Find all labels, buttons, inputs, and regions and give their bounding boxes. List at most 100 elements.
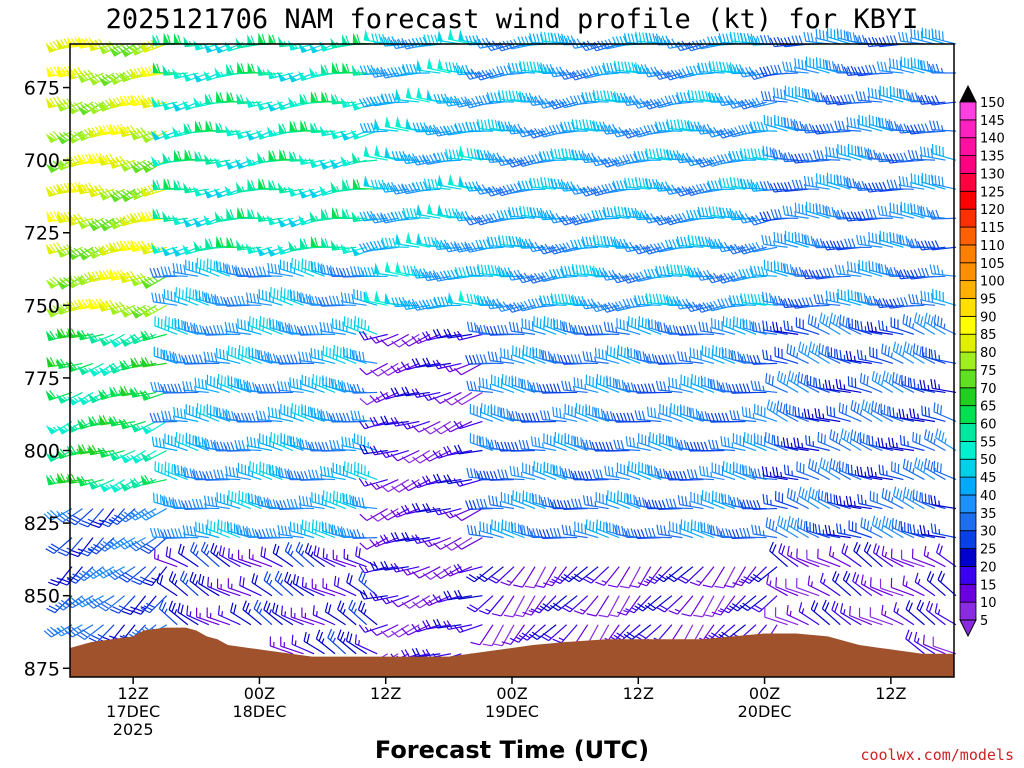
- wind-barb: [917, 94, 946, 105]
- wind-barb: [835, 378, 862, 394]
- wind-barb: [411, 388, 441, 398]
- wind-barb: [893, 602, 915, 626]
- wind-barb: [807, 575, 830, 597]
- wind-barb: [825, 290, 851, 306]
- wind-barb: [87, 391, 115, 404]
- wind-barb: [349, 529, 378, 540]
- wind-barb: [616, 318, 641, 335]
- wind-barb: [808, 341, 831, 364]
- wind-barb: [185, 259, 209, 277]
- wind-barb: [871, 515, 894, 539]
- colorbar-label: 15: [980, 578, 997, 593]
- wind-barb: [171, 353, 199, 365]
- wind-barb: [411, 647, 441, 658]
- wind-barb: [720, 436, 746, 452]
- wind-barb: [168, 600, 189, 626]
- wind-barb: [422, 619, 451, 630]
- wind-barb: [66, 508, 94, 526]
- wind-barb: [786, 604, 809, 626]
- colorbar-label: 100: [980, 275, 1005, 290]
- wind-barb: [843, 65, 872, 76]
- wind-barb: [707, 180, 736, 191]
- wind-barb: [776, 370, 799, 393]
- wind-barb: [552, 406, 578, 423]
- wind-barb: [917, 123, 946, 134]
- wind-barb: [217, 605, 241, 626]
- wind-barb: [528, 624, 557, 641]
- wind-barb: [594, 347, 620, 364]
- x-axis-label: Forecast Time (UTC): [375, 736, 649, 764]
- wind-barb: [857, 493, 883, 510]
- wind-barb: [826, 405, 851, 423]
- wind-barb: [877, 437, 904, 452]
- wind-barb: [225, 465, 252, 481]
- wind-barb: [761, 291, 788, 306]
- wind-barb: [527, 153, 557, 165]
- wind-barb: [379, 595, 409, 605]
- wind-barb: [443, 474, 473, 485]
- wind-barb: [337, 629, 357, 655]
- wind-barb: [859, 432, 883, 452]
- wind-barb: [856, 349, 883, 364]
- wind-barb: [500, 347, 525, 364]
- wind-barb: [923, 429, 946, 452]
- wind-barb: [540, 624, 568, 642]
- wind-barb: [380, 479, 410, 493]
- wind-barb: [917, 240, 946, 251]
- wind-barb: [447, 291, 472, 306]
- colorbar-swatch: [959, 190, 977, 210]
- wind-barb: [280, 404, 304, 423]
- wind-barb: [554, 432, 578, 452]
- wind-barb: [896, 297, 925, 308]
- wind-barb: [87, 479, 115, 490]
- wind-barb: [216, 578, 241, 597]
- wind-barb: [748, 241, 778, 253]
- colorbar-label: 5: [980, 614, 988, 629]
- wind-barb: [750, 293, 778, 306]
- wind-barb: [341, 436, 367, 452]
- wind-barb: [350, 129, 378, 140]
- wind-barb: [380, 560, 409, 571]
- wind-barb: [909, 523, 936, 539]
- wind-barb: [753, 433, 778, 452]
- wind-barb: [717, 297, 746, 309]
- wind-barb: [582, 351, 609, 364]
- wind-barb: [698, 321, 725, 335]
- wind-barb: [764, 607, 788, 626]
- wind-barb: [119, 159, 146, 172]
- wind-barb: [150, 381, 178, 394]
- wind-barb: [411, 566, 441, 579]
- wind-barb: [867, 87, 893, 103]
- wind-barb: [182, 380, 209, 394]
- wind-barb: [798, 341, 820, 364]
- wind-barb: [853, 541, 873, 568]
- wind-barb: [331, 318, 357, 335]
- wind-barb: [889, 58, 915, 74]
- wind-barb: [729, 410, 757, 423]
- wind-barb: [847, 143, 872, 161]
- wind-barb: [328, 295, 357, 306]
- wind-barb: [230, 602, 252, 626]
- wind-barb: [67, 566, 94, 584]
- wind-barb: [840, 428, 862, 452]
- wind-barb: [839, 314, 862, 335]
- wind-barb: [357, 600, 378, 626]
- wind-barb: [549, 383, 578, 394]
- colorbar-swatch: [959, 280, 977, 299]
- wind-barb: [444, 208, 472, 219]
- x-tick-label: 19DEC: [485, 702, 539, 721]
- wind-barb: [478, 377, 504, 394]
- wind-barb: [242, 600, 262, 626]
- wind-barb: [360, 267, 388, 277]
- wind-barb: [339, 381, 367, 394]
- colorbar-label: 145: [980, 114, 1005, 129]
- x-tick-label: 00Z: [244, 684, 275, 703]
- y-tick-label: 750: [24, 295, 60, 317]
- wind-barb: [339, 528, 367, 539]
- wind-barb: [770, 64, 799, 75]
- wind-barb: [676, 439, 704, 452]
- wind-barb: [923, 545, 946, 568]
- wind-barb: [837, 288, 862, 306]
- wind-barb: [355, 546, 378, 568]
